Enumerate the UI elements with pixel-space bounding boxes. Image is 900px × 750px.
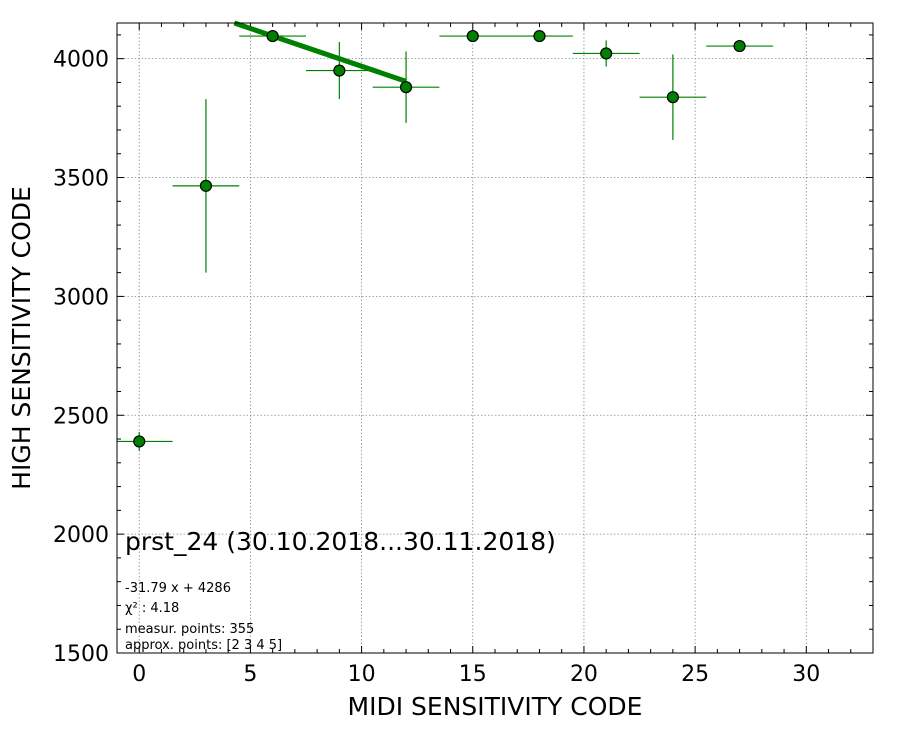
x-tick-label: 10 bbox=[348, 662, 376, 687]
x-tick-label: 15 bbox=[459, 662, 487, 687]
data-point bbox=[266, 29, 279, 43]
y-tick-label: 3000 bbox=[53, 285, 109, 310]
data-points bbox=[133, 29, 746, 448]
fit-line bbox=[233, 20, 407, 84]
y-axis-label: HIGH SENSITIVITY CODE bbox=[7, 186, 36, 490]
x-tick-label: 25 bbox=[681, 662, 709, 687]
plot-frame bbox=[116, 22, 874, 654]
data-point bbox=[733, 39, 746, 53]
major-ticks bbox=[117, 23, 873, 654]
minor-ticks bbox=[116, 23, 874, 653]
x-tick-label: 0 bbox=[132, 662, 146, 687]
data-point bbox=[199, 179, 213, 192]
approx-points-text: approx. points: [2 3 4 5] bbox=[125, 638, 282, 653]
chart-annotation-label: prst_24 (30.10.2018...30.11.2018) bbox=[125, 527, 556, 556]
grid-lines bbox=[117, 23, 873, 654]
measur-points-text: measur. points: 355 bbox=[125, 622, 254, 637]
fit-line-group bbox=[233, 20, 407, 84]
data-point bbox=[666, 91, 679, 104]
data-point bbox=[533, 29, 546, 43]
fit-equation-text: -31.79 x + 4286 bbox=[125, 581, 231, 596]
data-point bbox=[133, 435, 146, 448]
y-tick-label: 4000 bbox=[53, 48, 109, 73]
y-tick-label: 3500 bbox=[53, 167, 109, 192]
chi2-text: χ² : 4.18 bbox=[125, 601, 179, 616]
data-point bbox=[466, 29, 479, 43]
x-tick-label: 20 bbox=[570, 662, 598, 687]
y-tick-labels: 1500 2000 2500 3000 3500 4000 bbox=[53, 48, 109, 667]
data-point bbox=[333, 64, 346, 77]
data-point bbox=[600, 47, 613, 60]
y-tick-label: 1500 bbox=[53, 642, 109, 667]
y-tick-label: 2500 bbox=[53, 404, 109, 429]
data-point bbox=[399, 81, 413, 94]
x-axis-label: MIDI SENSITIVITY CODE bbox=[348, 692, 643, 721]
x-tick-label: 30 bbox=[792, 662, 820, 687]
x-tick-label: 5 bbox=[243, 662, 257, 687]
y-tick-label: 2000 bbox=[53, 523, 109, 548]
x-tick-labels: 0 5 10 15 20 25 30 bbox=[132, 662, 820, 687]
